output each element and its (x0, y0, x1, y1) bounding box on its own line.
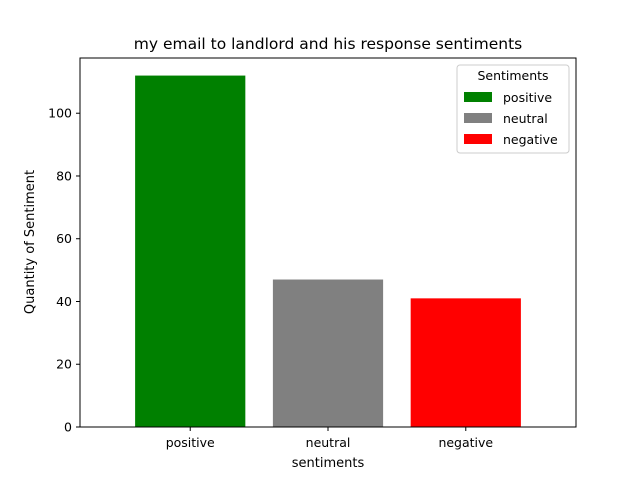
legend-swatch-neutral (464, 113, 492, 123)
bar-neutral (272, 279, 384, 427)
bars-group (135, 75, 521, 428)
bar-negative (410, 298, 521, 427)
y-tick-label: 60 (56, 231, 72, 246)
legend-swatch-negative (464, 134, 492, 144)
y-tick-label: 20 (56, 357, 72, 372)
legend-label: positive (503, 90, 552, 105)
x-tick-label: negative (438, 435, 493, 450)
chart-title: my email to landlord and his response se… (134, 35, 522, 53)
y-tick-label: 40 (56, 294, 72, 309)
legend-title: Sentiments (477, 68, 548, 83)
legend-label: neutral (503, 111, 548, 126)
x-tick-label: neutral (306, 435, 351, 450)
x-axis: positive neutral negative (166, 427, 493, 450)
x-axis-label: sentiments (292, 456, 365, 471)
legend-frame (456, 64, 570, 154)
y-axis-label: Quantity of Sentiment (23, 170, 38, 314)
bar-positive (135, 75, 246, 428)
y-tick-label: 0 (64, 420, 72, 435)
legend: Sentiments positive neutral negative (456, 64, 570, 154)
y-tick-label: 80 (56, 168, 72, 183)
x-tick-label: positive (166, 435, 215, 450)
legend-swatch-positive (464, 92, 492, 102)
y-tick-label: 100 (48, 106, 72, 121)
y-axis: 0 20 40 60 80 100 (48, 106, 80, 435)
legend-label: negative (503, 132, 558, 147)
